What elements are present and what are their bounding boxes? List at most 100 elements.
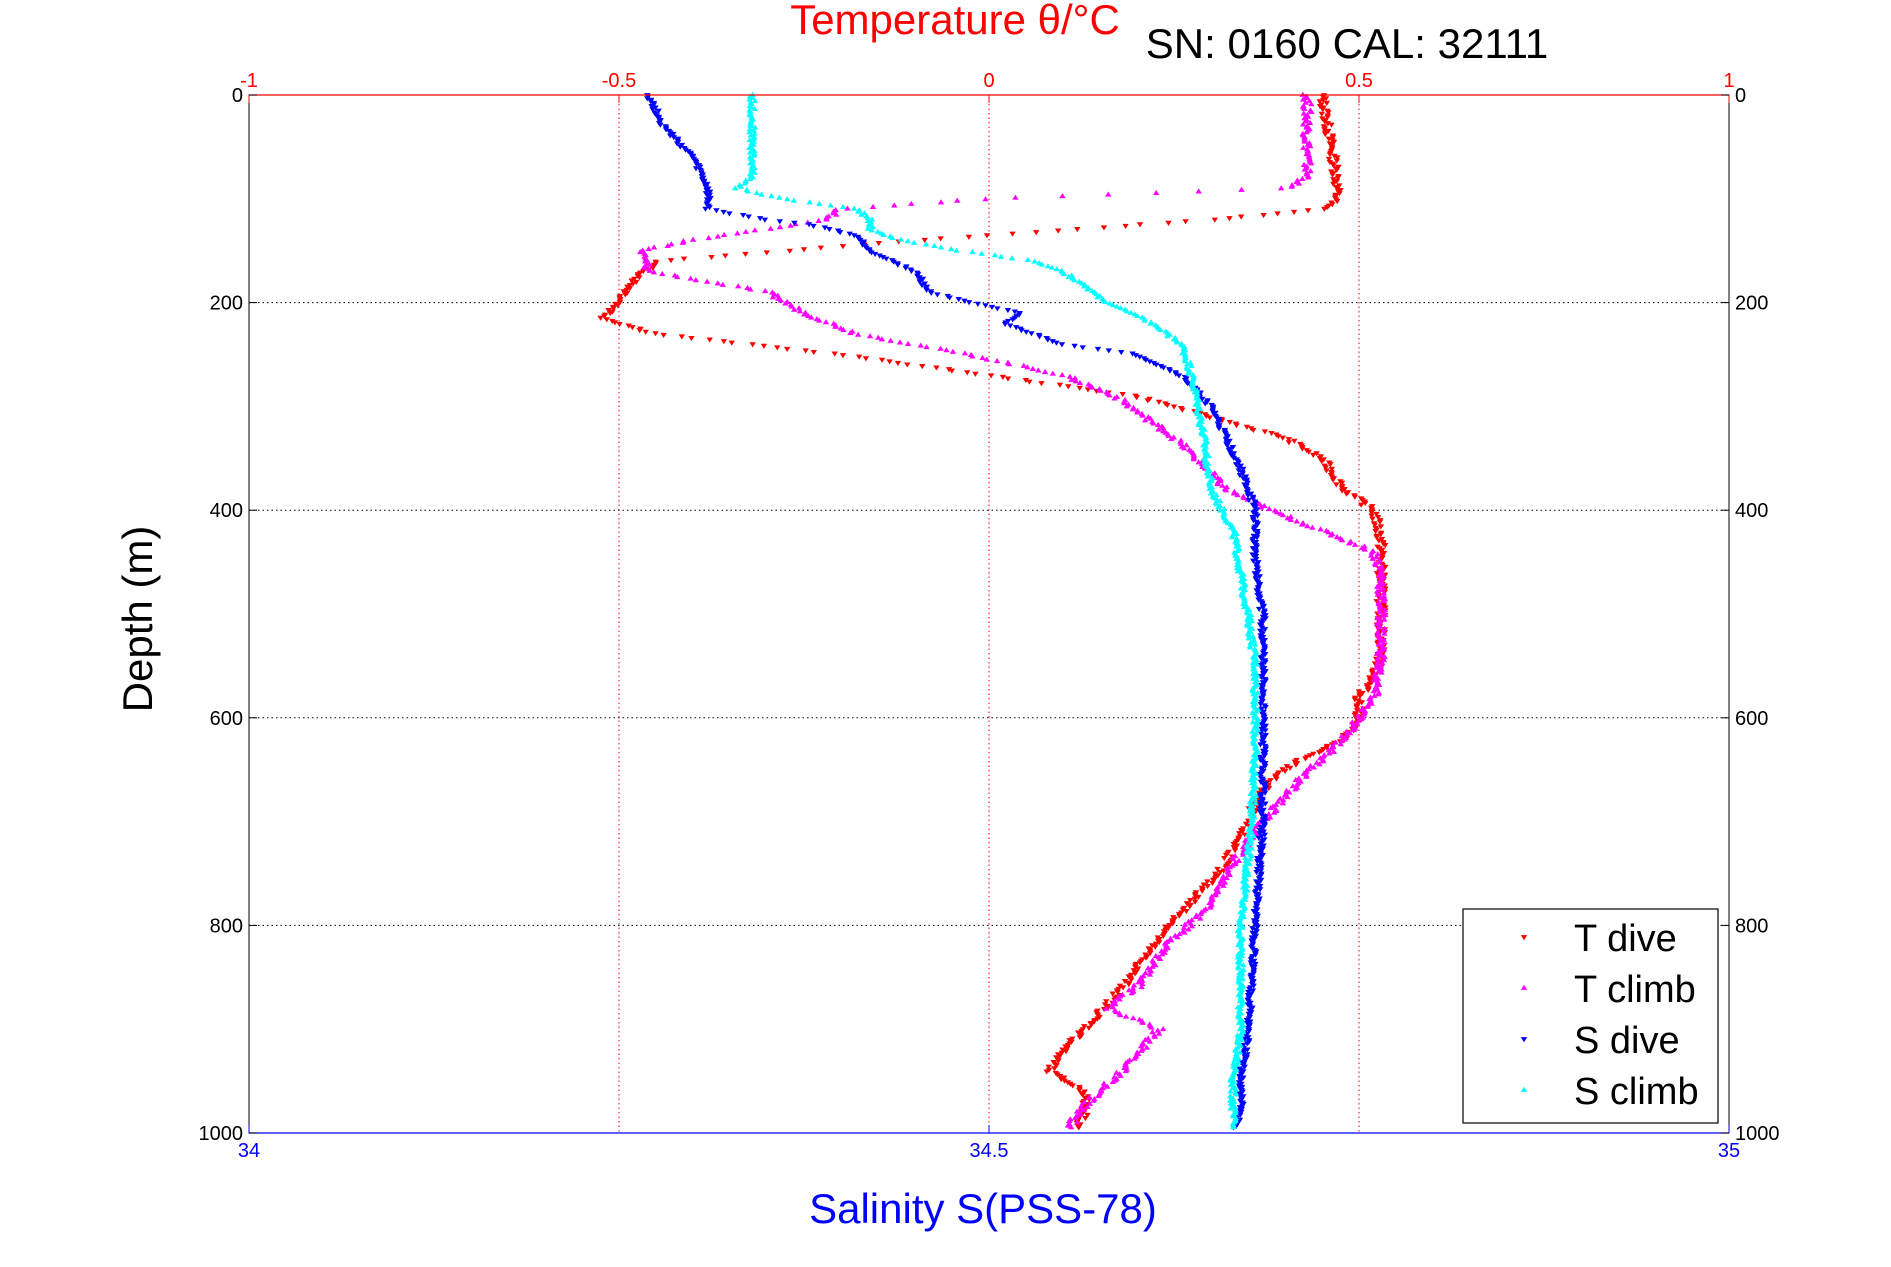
data-point xyxy=(1100,225,1108,231)
data-point xyxy=(1374,591,1382,597)
data-point xyxy=(603,317,610,323)
data-point xyxy=(1355,689,1363,695)
data-point xyxy=(1316,761,1323,767)
data-point xyxy=(1301,138,1308,144)
data-point xyxy=(1094,294,1101,300)
data-point xyxy=(1372,529,1379,535)
data-point xyxy=(1284,515,1291,521)
data-point xyxy=(1226,420,1234,426)
data-point xyxy=(1227,1097,1234,1103)
data-point xyxy=(999,374,1007,381)
data-point xyxy=(1200,882,1208,888)
data-point xyxy=(1105,348,1113,354)
data-point xyxy=(1349,719,1356,725)
data-point xyxy=(1020,362,1027,368)
data-point xyxy=(1195,459,1202,465)
data-point xyxy=(1038,381,1045,387)
data-point xyxy=(742,251,749,258)
data-point xyxy=(1284,794,1291,800)
data-point xyxy=(747,122,755,129)
data-point xyxy=(1250,971,1257,977)
data-point xyxy=(746,126,754,132)
data-point xyxy=(1301,166,1308,172)
data-point xyxy=(1199,888,1206,894)
data-point xyxy=(1240,495,1248,501)
data-point xyxy=(1292,762,1300,768)
data-point xyxy=(1253,544,1261,550)
data-point xyxy=(1077,1105,1084,1111)
data-point xyxy=(1356,694,1364,700)
data-point xyxy=(667,258,675,264)
data-point xyxy=(1241,870,1248,876)
data-point xyxy=(1195,188,1202,194)
data-point xyxy=(1258,675,1266,681)
data-point xyxy=(1128,977,1135,983)
data-point xyxy=(983,233,991,239)
data-point xyxy=(822,319,830,325)
data-point xyxy=(961,350,969,356)
data-point xyxy=(1242,854,1249,860)
data-point xyxy=(894,262,902,268)
data-point xyxy=(1170,404,1178,410)
data-point xyxy=(1373,511,1380,518)
data-point xyxy=(1258,862,1265,868)
data-point xyxy=(933,365,940,371)
data-point xyxy=(1072,378,1079,384)
data-point xyxy=(1082,1116,1089,1122)
data-point xyxy=(1239,971,1246,977)
data-point xyxy=(1150,420,1157,426)
data-point xyxy=(1235,1019,1243,1025)
data-point xyxy=(1303,129,1310,135)
data-point xyxy=(1164,333,1171,339)
data-point xyxy=(751,98,759,104)
data-point xyxy=(1103,1005,1110,1011)
top-tick-label: -1 xyxy=(240,70,258,92)
legend-label: T dive xyxy=(1574,918,1677,960)
data-point xyxy=(1249,688,1257,694)
data-point xyxy=(1135,979,1142,985)
data-point xyxy=(784,196,791,202)
data-point xyxy=(1240,1075,1247,1081)
data-point xyxy=(880,231,887,238)
data-point xyxy=(1262,659,1269,665)
data-point xyxy=(1353,708,1361,714)
data-point xyxy=(1221,505,1228,512)
data-point xyxy=(631,276,638,282)
data-point xyxy=(1228,533,1236,540)
data-point xyxy=(1162,924,1169,930)
data-point xyxy=(1024,256,1031,262)
data-point xyxy=(1253,916,1261,922)
data-point xyxy=(1216,507,1224,513)
data-point xyxy=(868,250,875,256)
data-point xyxy=(840,326,847,333)
data-point xyxy=(891,202,898,208)
data-point xyxy=(1239,983,1246,990)
data-point xyxy=(1236,1026,1244,1032)
data-point xyxy=(1054,1072,1061,1078)
data-point xyxy=(647,99,654,105)
left-tick-label: 1000 xyxy=(199,1123,244,1145)
data-point xyxy=(628,278,635,284)
data-point xyxy=(1330,163,1337,169)
data-point xyxy=(1375,691,1382,697)
data-point xyxy=(1299,91,1307,97)
data-point xyxy=(1338,480,1346,486)
data-point xyxy=(1165,926,1172,932)
data-point xyxy=(1253,717,1261,723)
data-point xyxy=(1244,850,1251,856)
legend-label: S dive xyxy=(1574,1020,1680,1062)
data-point xyxy=(1236,831,1243,837)
data-point xyxy=(1244,480,1251,486)
data-point xyxy=(1213,491,1220,498)
data-point xyxy=(1241,1064,1248,1070)
data-point xyxy=(1375,538,1383,544)
data-point xyxy=(700,180,708,186)
data-point xyxy=(1173,339,1181,345)
data-point xyxy=(1307,160,1315,166)
data-point xyxy=(1249,988,1257,994)
data-point xyxy=(696,164,704,170)
data-point xyxy=(1230,1060,1237,1066)
data-point xyxy=(1044,337,1051,343)
data-point xyxy=(1257,779,1265,785)
data-point xyxy=(1248,963,1256,969)
